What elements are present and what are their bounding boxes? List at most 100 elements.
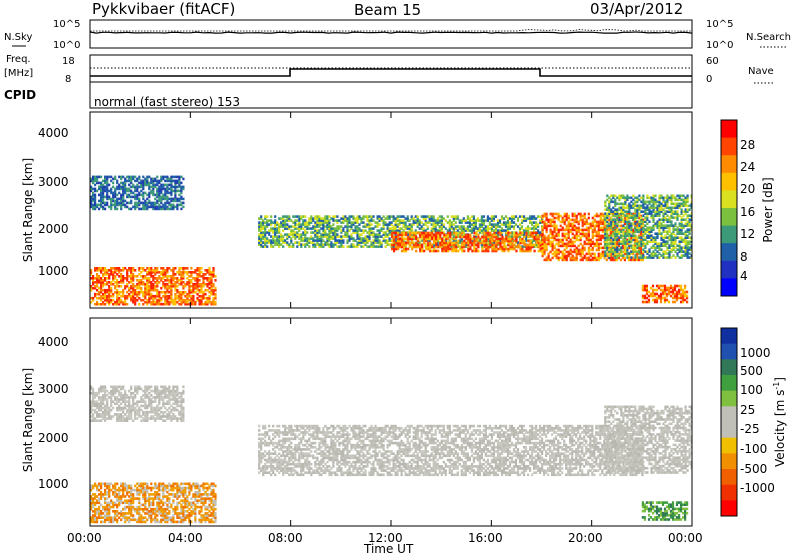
heatmap-cell (490, 217, 493, 220)
heatmap-cell (686, 234, 689, 237)
heatmap-cell (608, 196, 611, 200)
heatmap-cell (589, 222, 592, 226)
heatmap-cell (260, 223, 263, 226)
heatmap-cell (539, 239, 542, 242)
heatmap-cell (138, 191, 141, 195)
heatmap-cell (278, 241, 281, 244)
heatmap-cell (182, 187, 185, 191)
heatmap-cell (298, 221, 301, 224)
heatmap-cell (90, 277, 93, 280)
heatmap-cell (626, 218, 629, 221)
heatmap-cell (409, 237, 412, 241)
heatmap-cell (463, 243, 466, 247)
heatmap-cell (426, 225, 429, 228)
heatmap-cell (376, 223, 379, 226)
heatmap-cell (298, 229, 301, 232)
heatmap-cell (368, 225, 371, 228)
heatmap-cell (94, 302, 97, 306)
heatmap-cell (120, 300, 123, 304)
heatmap-cell (622, 234, 625, 237)
heatmap-cell (148, 185, 151, 189)
heatmap-cell (150, 267, 153, 270)
heatmap-cell (441, 231, 444, 235)
heatmap-cell (500, 227, 504, 230)
heatmap-cell (476, 217, 479, 220)
heatmap-cell (326, 215, 329, 218)
heatmap-cell (316, 233, 319, 236)
heatmap-cell (94, 269, 97, 272)
heatmap-cell (680, 230, 683, 233)
heatmap-cell (322, 245, 325, 248)
heatmap-cell (202, 294, 205, 298)
heatmap-cell (628, 238, 631, 241)
heatmap-cell (194, 282, 197, 286)
heatmap-cell (684, 200, 687, 204)
heatmap-cell (122, 197, 125, 201)
heatmap-cell (521, 237, 524, 241)
heatmap-cell (508, 225, 512, 228)
heatmap-cell (595, 230, 598, 234)
heatmap-cell (378, 241, 381, 244)
heatmap-cell (464, 219, 467, 222)
heatmap-cell (390, 229, 393, 232)
heatmap-cell (326, 233, 329, 236)
heatmap-cell (126, 282, 129, 286)
heatmap-cell (400, 227, 403, 230)
heatmap-cell (601, 220, 604, 224)
heatmap-cell (112, 292, 115, 296)
heatmap-cell (678, 236, 681, 239)
heatmap-cell (434, 227, 437, 230)
heatmap-cell (510, 215, 514, 218)
heatmap-cell (651, 284, 655, 288)
heatmap-cell (206, 300, 209, 304)
heatmap-cell (417, 243, 420, 247)
heatmap-cell (642, 206, 645, 210)
heatmap-cell (541, 240, 544, 244)
heatmap-cell (166, 195, 169, 199)
heatmap-cell (563, 236, 566, 240)
heatmap-cell (447, 247, 450, 251)
heatmap-cell (629, 258, 632, 262)
heatmap-cell (296, 235, 299, 238)
nsky-tick-bottom: 10^0 (53, 40, 80, 51)
heatmap-cell (519, 231, 522, 235)
heatmap-cell (674, 210, 677, 213)
heatmap-cell (90, 273, 93, 276)
heatmap-cell (90, 201, 93, 205)
heatmap-cell (610, 210, 613, 213)
heatmap-cell (112, 273, 115, 276)
heatmap-cell (575, 248, 578, 252)
heatmap-cell (132, 195, 135, 199)
heatmap-cell (154, 267, 157, 270)
heatmap-cell (618, 232, 621, 235)
heatmap-cell (614, 248, 617, 251)
heatmap-cell (192, 300, 195, 304)
heatmap-cell (573, 256, 576, 260)
heatmap-cell (130, 175, 133, 179)
heatmap-cell (429, 233, 432, 237)
heatmap-cell (354, 227, 357, 230)
heatmap-cell (120, 203, 123, 207)
heatmap-cell (581, 224, 584, 228)
heatmap-cell (110, 207, 113, 211)
heatmap-cell (539, 245, 542, 249)
heatmap-cell (258, 241, 261, 244)
heatmap-cell (567, 214, 570, 218)
heatmap-cell (120, 294, 123, 298)
heatmap-cell (418, 223, 421, 226)
heatmap-cell (444, 227, 447, 230)
heatmap-cell (475, 247, 478, 251)
heatmap-cell (274, 225, 277, 228)
heatmap-cell (146, 288, 149, 292)
heatmap-cell (136, 177, 139, 181)
heatmap-cell (545, 212, 548, 216)
heatmap-cell (634, 216, 637, 219)
heatmap-cell (610, 248, 613, 251)
heatmap-cell (314, 229, 317, 232)
heatmap-cell (426, 215, 429, 218)
heatmap-cell (587, 250, 590, 254)
heatmap-cell (406, 217, 409, 220)
heatmap-cell (412, 221, 415, 224)
heatmap-cell (110, 197, 113, 201)
heatmap-cell (626, 250, 629, 253)
